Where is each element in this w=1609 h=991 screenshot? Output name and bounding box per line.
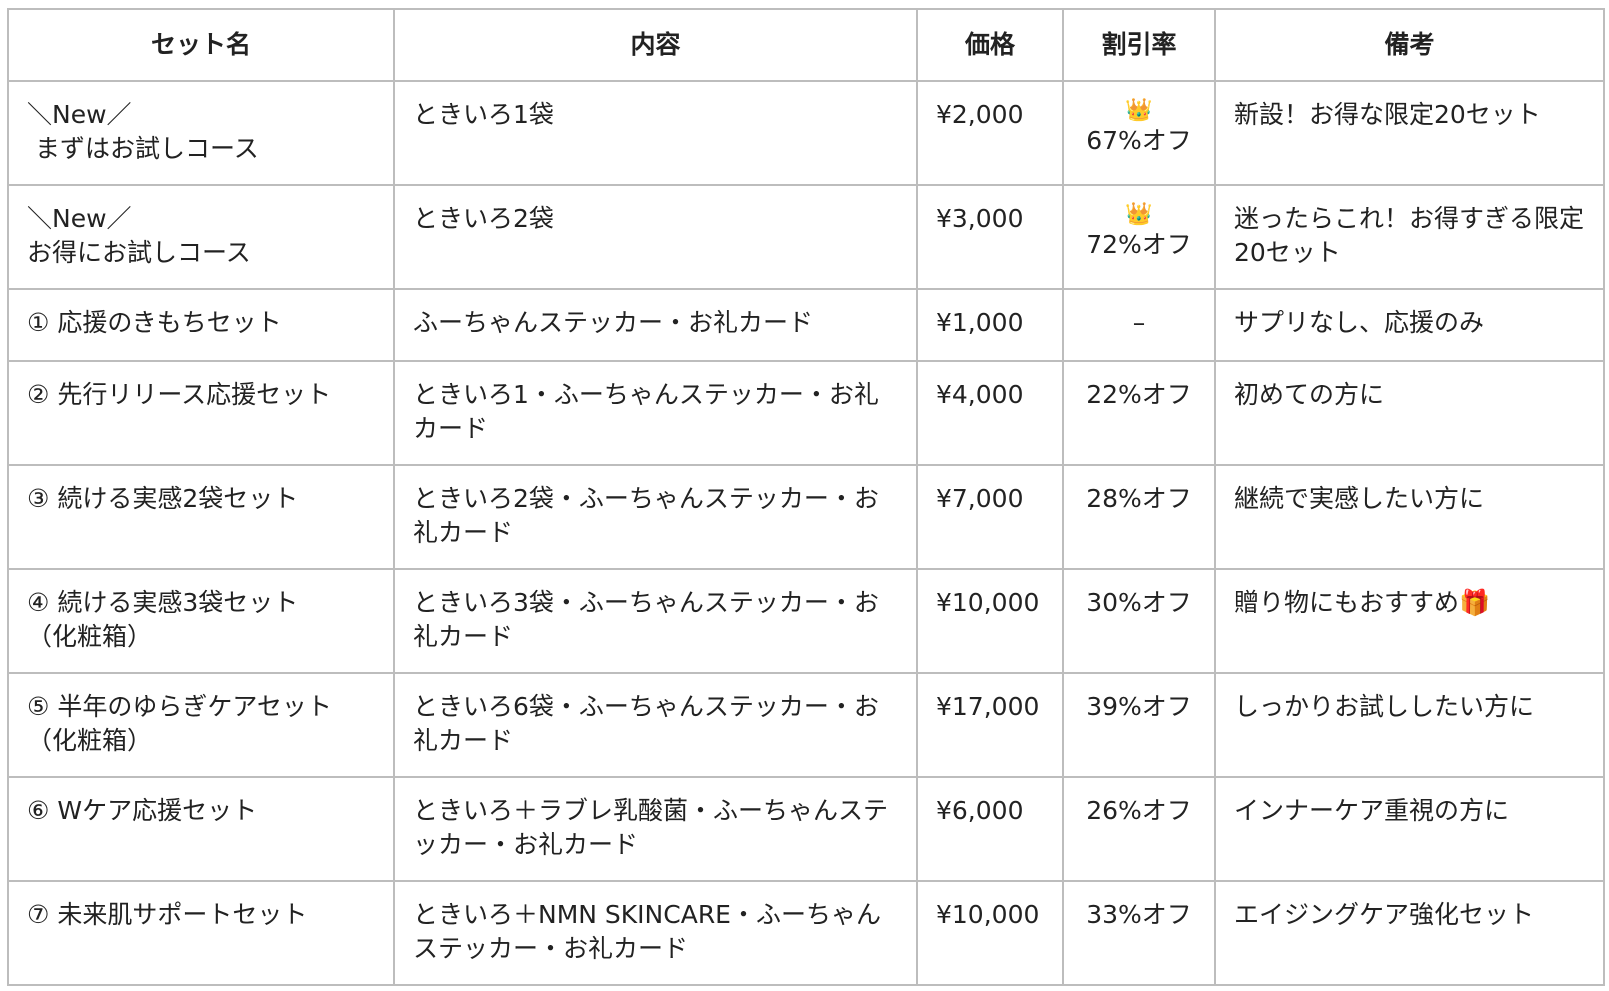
set-pricing-table: セット名 内容 価格 割引率 備考 ＼New／ まずはお試しコース ときいろ1袋 ¥…: [7, 8, 1605, 986]
table-row: ③ 続ける実感2袋セット ときいろ2袋・ふーちゃんステッカー・お礼カード ¥7,00…: [7, 464, 1605, 570]
discount-cell: 👑 67%オフ: [1062, 80, 1216, 186]
note-cell: インナーケア重視の方に: [1214, 776, 1605, 882]
set-name-cell: ⑤ 半年のゆらぎケアセット（化粧箱）: [7, 672, 395, 778]
price-cell: ¥17,000: [916, 672, 1064, 778]
table-row: ⑦ 未来肌サポートセット ときいろ＋NMN SKINCARE・ふーちゃんステッカー…: [7, 880, 1605, 986]
table-row: ＼New／ まずはお試しコース ときいろ1袋 ¥2,000 👑 67%オフ 新設！お得な限…: [7, 80, 1605, 186]
set-name-cell: ① 応援のきもちセット: [7, 288, 395, 362]
header-content: 内容: [393, 8, 918, 82]
discount-text: 67%オフ: [1086, 126, 1192, 155]
crown-icon: 👑: [1125, 98, 1153, 123]
header-discount: 割引率: [1062, 8, 1216, 82]
note-cell: 贈り物にもおすすめ🎁: [1214, 568, 1605, 674]
set-name-cell: ⑥ Wケア応援セット: [7, 776, 395, 882]
content-cell: ときいろ1袋: [393, 80, 918, 186]
content-cell: ときいろ2袋: [393, 184, 918, 290]
set-name-cell: ③ 続ける実感2袋セット: [7, 464, 395, 570]
set-name-line: ④ 続ける実感3袋セット: [27, 588, 299, 617]
price-cell: ¥3,000: [916, 184, 1064, 290]
discount-text: 22%オフ: [1086, 380, 1192, 409]
set-name-cell: ＼New／ お得にお試しコース: [7, 184, 395, 290]
price-cell: ¥6,000: [916, 776, 1064, 882]
content-cell: ときいろ＋ラブレ乳酸菌・ふーちゃんステッカー・お礼カード: [393, 776, 918, 882]
note-cell: エイジングケア強化セット: [1214, 880, 1605, 986]
discount-text: 72%オフ: [1086, 230, 1192, 259]
note-cell: しっかりお試ししたい方に: [1214, 672, 1605, 778]
table-row: ＼New／ お得にお試しコース ときいろ2袋 ¥3,000 👑 72%オフ 迷ったらこれ！お…: [7, 184, 1605, 290]
discount-cell: –: [1062, 288, 1216, 362]
discount-text: 28%オフ: [1086, 484, 1192, 513]
discount-cell: 26%オフ: [1062, 776, 1216, 882]
discount-cell: 39%オフ: [1062, 672, 1216, 778]
price-cell: ¥1,000: [916, 288, 1064, 362]
set-name-line: ＼New／: [27, 100, 132, 129]
set-name-cell: ② 先行リリース応援セット: [7, 360, 395, 466]
discount-text: 30%オフ: [1086, 588, 1192, 617]
table-row: ④ 続ける実感3袋セット （化粧箱） ときいろ3袋・ふーちゃんステッカー・お礼カード…: [7, 568, 1605, 674]
table-row: ② 先行リリース応援セット ときいろ1・ふーちゃんステッカー・お礼カード ¥4,00…: [7, 360, 1605, 466]
crown-icon: 👑: [1125, 202, 1153, 227]
discount-text: 39%オフ: [1086, 692, 1192, 721]
set-name-cell: ⑦ 未来肌サポートセット: [7, 880, 395, 986]
price-cell: ¥2,000: [916, 80, 1064, 186]
table-row: ① 応援のきもちセット ふーちゃんステッカー・お礼カード ¥1,000 – サプリなし、…: [7, 288, 1605, 362]
price-cell: ¥10,000: [916, 568, 1064, 674]
discount-cell: 22%オフ: [1062, 360, 1216, 466]
set-name-line: ＼New／: [27, 204, 132, 233]
price-cell: ¥10,000: [916, 880, 1064, 986]
table-row: ⑥ Wケア応援セット ときいろ＋ラブレ乳酸菌・ふーちゃんステッカー・お礼カード ¥6…: [7, 776, 1605, 882]
discount-text: 26%オフ: [1086, 796, 1192, 825]
set-name-line: ① 応援のきもちセット: [27, 308, 282, 337]
content-cell: ときいろ3袋・ふーちゃんステッカー・お礼カード: [393, 568, 918, 674]
content-cell: ときいろ2袋・ふーちゃんステッカー・お礼カード: [393, 464, 918, 570]
header-note: 備考: [1214, 8, 1605, 82]
set-name-line: ⑥ Wケア応援セット: [27, 796, 258, 825]
content-cell: ふーちゃんステッカー・お礼カード: [393, 288, 918, 362]
discount-cell: 28%オフ: [1062, 464, 1216, 570]
discount-cell: 33%オフ: [1062, 880, 1216, 986]
discount-cell: 30%オフ: [1062, 568, 1216, 674]
set-name-line: ⑦ 未来肌サポートセット: [27, 900, 308, 929]
discount-text: 33%オフ: [1086, 900, 1192, 929]
set-name-line: ② 先行リリース応援セット: [27, 380, 332, 409]
set-name-cell: ＼New／ まずはお試しコース: [7, 80, 395, 186]
discount-text: –: [1132, 308, 1146, 337]
set-name-line: ③ 続ける実感2袋セット: [27, 484, 299, 513]
note-cell: 初めての方に: [1214, 360, 1605, 466]
content-cell: ときいろ＋NMN SKINCARE・ふーちゃんステッカー・お礼カード: [393, 880, 918, 986]
note-cell: 新設！お得な限定20セット: [1214, 80, 1605, 186]
set-name-line: （化粧箱）: [27, 622, 153, 651]
header-price: 価格: [916, 8, 1064, 82]
note-cell: 継続で実感したい方に: [1214, 464, 1605, 570]
set-name-cell: ④ 続ける実感3袋セット （化粧箱）: [7, 568, 395, 674]
content-cell: ときいろ1・ふーちゃんステッカー・お礼カード: [393, 360, 918, 466]
note-cell: サプリなし、応援のみ: [1214, 288, 1605, 362]
note-cell: 迷ったらこれ！お得すぎる限定20セット: [1214, 184, 1605, 290]
set-name-line: お得にお試しコース: [27, 238, 251, 267]
content-cell: ときいろ6袋・ふーちゃんステッカー・お礼カード: [393, 672, 918, 778]
set-name-line: ⑤ 半年のゆらぎケアセット（化粧箱）: [27, 692, 332, 755]
set-name-line: まずはお試しコース: [27, 134, 259, 163]
table-header-row: セット名 内容 価格 割引率 備考: [7, 8, 1605, 82]
price-cell: ¥4,000: [916, 360, 1064, 466]
discount-cell: 👑 72%オフ: [1062, 184, 1216, 290]
price-cell: ¥7,000: [916, 464, 1064, 570]
header-set-name: セット名: [7, 8, 395, 82]
table-row: ⑤ 半年のゆらぎケアセット（化粧箱） ときいろ6袋・ふーちゃんステッカー・お礼カー…: [7, 672, 1605, 778]
